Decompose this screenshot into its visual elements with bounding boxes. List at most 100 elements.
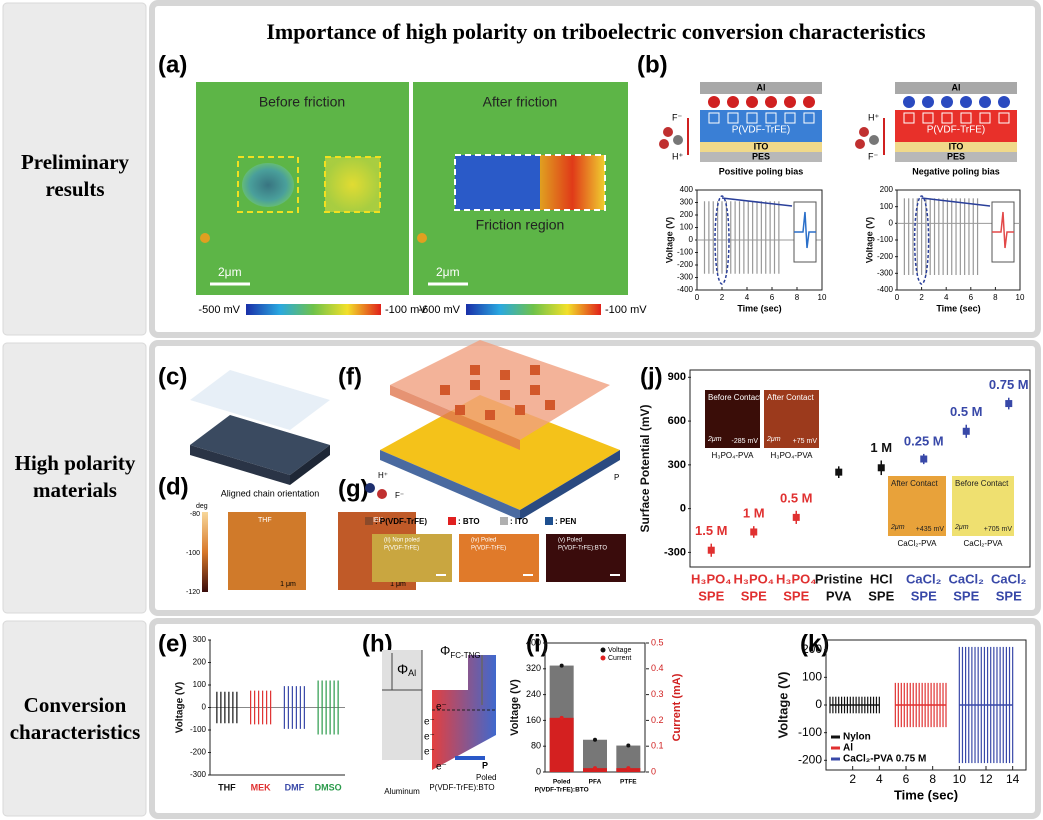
label: P(VDF-TrFE):BTO [429, 783, 494, 792]
label: After friction [483, 94, 558, 110]
y-tick-label: 240 [526, 689, 541, 699]
y-tick-label: 0.2 [651, 715, 664, 725]
panel-letter: (e) [158, 630, 187, 657]
y-tick-label: 0 [689, 235, 694, 244]
charge [803, 96, 815, 108]
y-tick-label: 100 [880, 202, 894, 211]
legend-label: Al [843, 743, 853, 754]
label: Preliminary [21, 150, 130, 174]
label: P [614, 473, 619, 482]
label: H⁺ [672, 151, 683, 161]
label: ITO [754, 141, 769, 151]
shape [659, 139, 669, 149]
x-tick-label: DMSO [315, 782, 342, 792]
y-tick-label: -300 [190, 770, 207, 779]
inset-title: After Contact [891, 479, 938, 488]
y-tick-label: 0 [202, 703, 207, 712]
legend-label: : P(VDF-TrFE) [375, 517, 427, 526]
x-tick-label: 0 [895, 293, 900, 302]
label: -100 [186, 550, 200, 557]
shape [455, 405, 465, 415]
axis-title: Voltage (V) [864, 217, 874, 263]
shape [545, 400, 555, 410]
x-tick-label: 14 [1006, 772, 1020, 786]
label: 2μm [436, 265, 460, 279]
x-tick-label: MEK [251, 782, 272, 792]
charge [746, 96, 758, 108]
legend-label: Current [608, 655, 631, 662]
legend-label: Nylon [843, 732, 871, 743]
charge [765, 96, 777, 108]
y-tick-label: 0 [815, 697, 822, 711]
panel-letter: (c) [158, 363, 187, 390]
point [878, 464, 885, 471]
label: P [482, 760, 488, 770]
label: Poled [476, 773, 496, 782]
point [920, 456, 927, 463]
bar-marker [560, 664, 564, 668]
shape [869, 135, 879, 145]
bar-marker [626, 744, 630, 748]
shape [515, 405, 525, 415]
x-tick-label: SPE [698, 588, 724, 603]
y-tick-label: -300 [664, 546, 686, 558]
y-tick-label: 300 [668, 459, 686, 471]
panel-letter: (f) [338, 363, 362, 390]
inset-value: +435 mV [916, 526, 945, 533]
shape [470, 380, 480, 390]
label: Φ [440, 643, 450, 658]
figure: Importance of high polarity on triboelec… [0, 0, 1043, 820]
label: FC-TNG [450, 651, 480, 660]
label: H⁺ [868, 112, 879, 122]
x-tick-label: SPE [783, 588, 809, 603]
panel-letter: (b) [637, 51, 668, 78]
inset-title: Before Contact [955, 479, 1009, 488]
x-tick-label: SPE [996, 588, 1022, 603]
x-tick-label: 10 [818, 293, 827, 302]
axis-title: Voltage (V) [509, 679, 521, 736]
shape [673, 135, 683, 145]
inset-caption: H₃PO₄-PVA [712, 451, 755, 460]
label: -80 [190, 511, 200, 518]
bar-marker [560, 716, 564, 720]
x-tick-label: Pristine [815, 571, 863, 586]
charge [998, 96, 1010, 108]
x-tick-label: 8 [795, 293, 800, 302]
x-tick-label: H₃PO₄ [776, 571, 816, 586]
inset-value: -285 mV [732, 438, 759, 445]
inset-scale: 2μm [890, 524, 905, 531]
y-tick-label: 300 [680, 198, 694, 207]
x-tick-label: 6 [770, 293, 775, 302]
y-tick-label: 0 [536, 766, 541, 776]
inset-value: +75 mV [793, 438, 818, 445]
y-tick-label: -100 [877, 235, 894, 244]
point-label: 1 M [743, 506, 765, 521]
charge [903, 96, 915, 108]
label: 2μm [218, 265, 242, 279]
inset-scale: 2μm [707, 436, 722, 443]
micrograph-label: P(VDF-TrFE) [471, 546, 506, 552]
y-tick-label: 80 [531, 741, 541, 751]
y-tick-label: 0.3 [651, 689, 664, 699]
y-tick-label: -400 [877, 285, 894, 294]
shape [365, 483, 375, 493]
x-tick-label: 8 [993, 293, 998, 302]
point-label: 1 M [870, 440, 892, 455]
shape [663, 127, 673, 137]
y-tick-label: -300 [677, 273, 694, 282]
y-tick-label: 200 [880, 185, 894, 194]
legend-marker [601, 656, 606, 661]
inset-caption: CaCl₂-PVA [898, 539, 938, 548]
x-tick-label: PTFE [620, 779, 637, 786]
shape [466, 304, 601, 315]
y-tick-label: 0 [889, 218, 894, 227]
micrograph-label: (iv) Poled [471, 538, 496, 544]
y-tick-label: -200 [677, 260, 694, 269]
point [750, 528, 757, 535]
label: THF [258, 517, 272, 524]
label: characteristics [10, 720, 141, 744]
inset-caption: H₃PO₄-PVA [771, 451, 814, 460]
label: PES [947, 151, 965, 161]
y-tick-label: 0 [680, 503, 686, 515]
y-tick-label: 320 [526, 663, 541, 673]
